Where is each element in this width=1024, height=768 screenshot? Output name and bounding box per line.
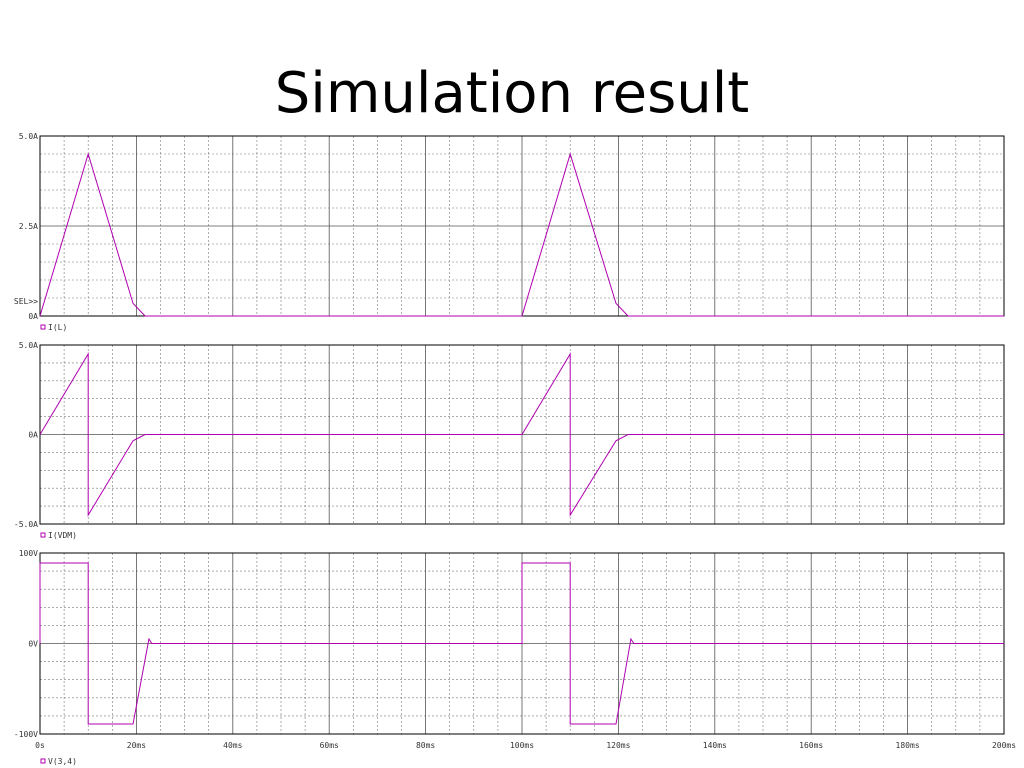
legend-label: I(VDM): [48, 531, 77, 540]
series-line: [39, 352, 1004, 517]
x-tick-label: 0s: [35, 741, 45, 750]
y-tick-label: 0A: [28, 431, 38, 440]
x-tick-label: 60ms: [320, 741, 339, 750]
x-tick-label: 120ms: [606, 741, 630, 750]
y-tick-label: 5.0A: [19, 132, 38, 141]
x-tick-label: 40ms: [223, 741, 242, 750]
legend-label: I(L): [48, 323, 67, 332]
x-tick-label: 180ms: [896, 741, 920, 750]
x-tick-label: 160ms: [799, 741, 823, 750]
legend-marker: [40, 324, 46, 330]
y-tick-label: 0V: [28, 640, 38, 649]
x-tick-label: 80ms: [416, 741, 435, 750]
legend-label: V(3,4): [48, 757, 77, 766]
x-tick-label: 100ms: [510, 741, 534, 750]
y-tick-label: -5.0A: [14, 520, 38, 529]
series-line: [39, 152, 1004, 317]
annotation: SEL>>: [14, 297, 38, 306]
series-line: [39, 562, 1004, 725]
slide-title: Simulation result: [275, 61, 750, 126]
legend-marker: [40, 532, 46, 538]
y-tick-label: -100V: [14, 730, 38, 739]
y-tick-label: 0A: [28, 312, 38, 321]
y-tick-label: 5.0A: [19, 341, 38, 350]
y-tick-label: 2.5A: [19, 222, 38, 231]
y-tick-label: 100V: [19, 549, 38, 558]
legend-marker: [40, 758, 46, 764]
x-tick-label: 200ms: [992, 741, 1016, 750]
x-tick-label: 140ms: [703, 741, 727, 750]
x-tick-label: 20ms: [127, 741, 146, 750]
